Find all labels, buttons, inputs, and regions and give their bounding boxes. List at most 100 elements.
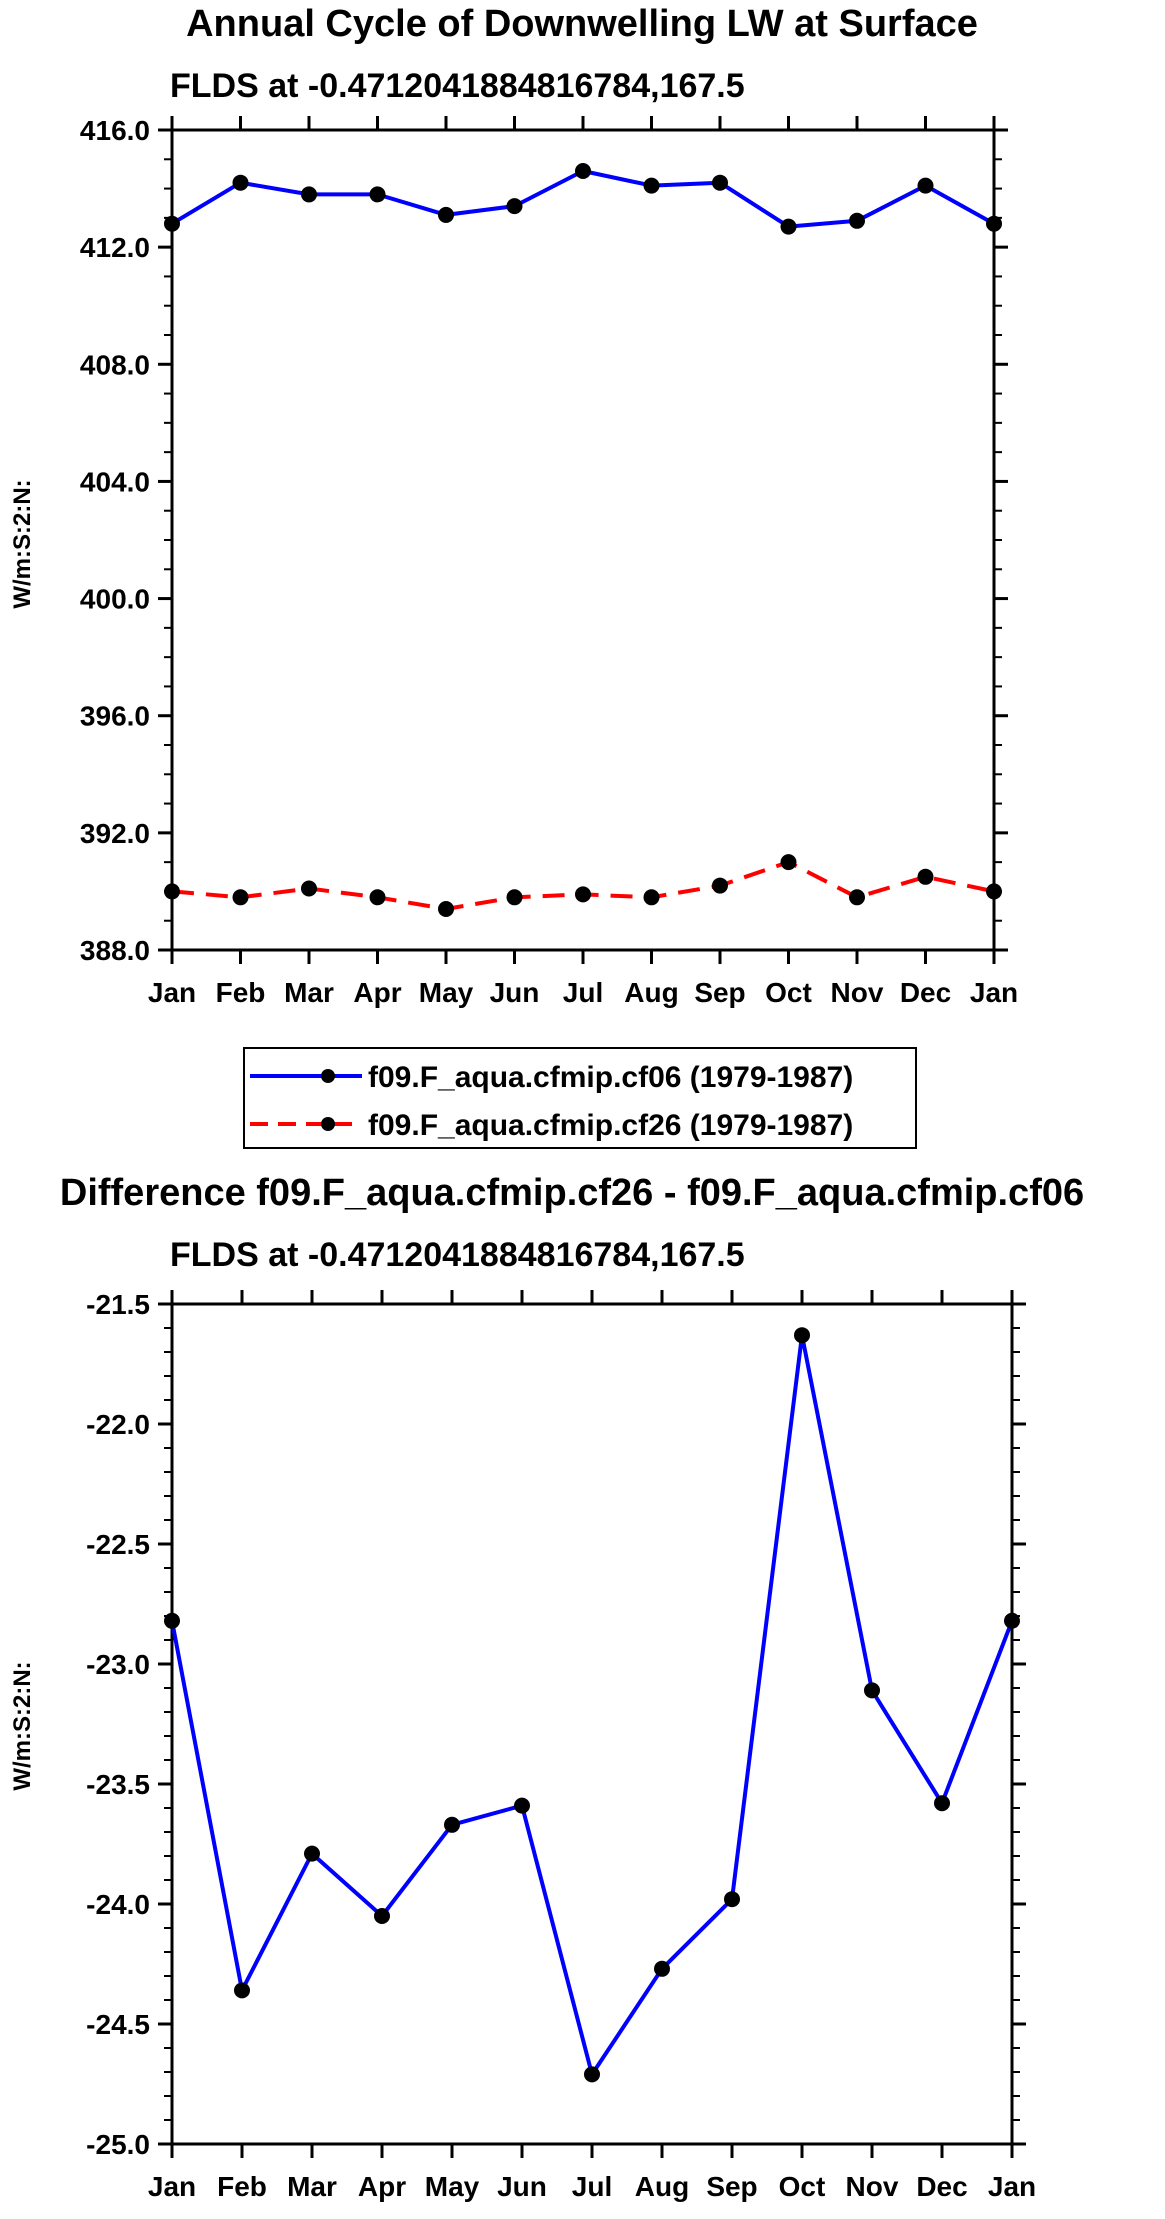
- legend-marker-cf06: [321, 1069, 335, 1083]
- y-tick-label: -24.5: [86, 2009, 150, 2040]
- x-tick-label: Sep: [694, 977, 745, 1008]
- x-tick-label: Feb: [217, 2171, 267, 2202]
- data-point-0: [794, 1327, 810, 1344]
- data-point-1: [506, 889, 523, 906]
- series-line-0: [170, 169, 995, 229]
- chart-annual-cycle: Annual Cycle of Downwelling LW at Surfac…: [9, 3, 1018, 1008]
- legend-box: [243, 1047, 917, 1149]
- data-point-0: [438, 206, 454, 223]
- data-point-0: [506, 198, 523, 215]
- x-tick-label: Jan: [148, 977, 196, 1008]
- chart-difference: Difference f09.F_aqua.cfmip.cf26 - f09.F…: [9, 1172, 1084, 2202]
- y-tick-label: 408.0: [80, 349, 150, 380]
- y-tick-label: 396.0: [80, 701, 150, 732]
- data-point-0: [374, 1908, 390, 1924]
- data-point-1: [164, 883, 180, 900]
- data-point-1: [232, 889, 249, 906]
- data-point-1: [301, 880, 317, 897]
- chart1-x-tick-labels: Jan Feb Mar Apr May Jun Jul Aug Sep Oct Nov Dec Jan: [148, 977, 1018, 1008]
- chart1-title: Annual Cycle of Downwelling LW at Surfac…: [186, 3, 978, 45]
- data-point-0: [234, 1982, 250, 1999]
- data-point-0: [301, 186, 317, 203]
- chart1-y-axis-label: W/m:S:2:N:: [9, 479, 36, 608]
- x-tick-label: Nov: [831, 977, 884, 1008]
- y-tick-label: -25.0: [86, 2129, 150, 2160]
- legend-label-cf06: f09.F_aqua.cfmip.cf06 (1979-1987): [368, 1061, 853, 1094]
- x-tick-label: Feb: [216, 977, 266, 1008]
- y-tick-label: 404.0: [80, 466, 150, 497]
- data-point-0: [304, 1845, 320, 1862]
- data-point-0: [864, 1682, 880, 1699]
- chart1-y-tick-labels: 416.0 412.0 408.0 404.0 400.0 396.0 392.0 388.0: [80, 115, 150, 966]
- chart2-y-tick-labels: -21.5 -22.0 -22.5 -23.0 -23.5 -24.0 -24.5 -25.0: [86, 1289, 150, 2160]
- data-point-0: [934, 1795, 950, 1812]
- data-point-1: [575, 886, 591, 903]
- x-tick-label: Apr: [358, 2171, 406, 2202]
- y-tick-label: -23.5: [86, 1769, 150, 1800]
- x-tick-label: Sep: [706, 2171, 757, 2202]
- data-point-0: [917, 177, 934, 194]
- data-point-0: [643, 177, 660, 194]
- legend-marker-cf26: [321, 1117, 335, 1131]
- x-tick-label: Dec: [900, 977, 951, 1008]
- data-point-0: [575, 163, 591, 179]
- data-point-0: [164, 1612, 180, 1629]
- y-tick-label: -22.0: [86, 1409, 150, 1440]
- x-tick-label: Oct: [765, 977, 812, 1008]
- chart1-subtitle: FLDS at -0.4712041884816784,167.5: [170, 67, 745, 105]
- x-tick-label: Mar: [284, 977, 334, 1008]
- chart2-y-axis-label: W/m:S:2:N:: [9, 1661, 36, 1790]
- data-point-0: [164, 215, 180, 232]
- y-tick-label: -23.0: [86, 1649, 150, 1680]
- legend-label-cf26: f09.F_aqua.cfmip.cf26 (1979-1987): [368, 1109, 853, 1142]
- data-point-0: [712, 174, 728, 191]
- x-tick-label: May: [419, 977, 474, 1008]
- data-point-0: [724, 1891, 740, 1908]
- chart2-subtitle: FLDS at -0.4712041884816784,167.5: [170, 1236, 745, 1274]
- data-point-1: [849, 889, 865, 906]
- data-point-0: [1004, 1612, 1020, 1629]
- data-point-1: [369, 889, 386, 906]
- data-point-1: [712, 877, 728, 894]
- data-point-0: [514, 1797, 530, 1814]
- data-point-1: [986, 883, 1002, 900]
- x-tick-label: Aug: [624, 977, 678, 1008]
- x-tick-label: Apr: [353, 977, 401, 1008]
- data-point-0: [232, 174, 249, 191]
- x-tick-label: Mar: [287, 2171, 337, 2202]
- data-point-1: [438, 901, 454, 917]
- legend: f09.F_aqua.cfmip.cf06 (1979-1987) f09.F_…: [243, 1047, 917, 1149]
- data-point-1: [917, 868, 934, 885]
- data-point-0: [584, 2066, 600, 2083]
- x-tick-label: Jan: [988, 2171, 1036, 2202]
- x-tick-label: Oct: [779, 2171, 826, 2202]
- x-tick-label: Aug: [635, 2171, 689, 2202]
- x-tick-label: Jan: [970, 977, 1018, 1008]
- chart2-title: Difference f09.F_aqua.cfmip.cf26 - f09.F…: [60, 1172, 1084, 1214]
- y-tick-label: -22.5: [86, 1529, 150, 1560]
- chart1-series: [164, 163, 1002, 917]
- data-point-0: [444, 1816, 460, 1833]
- x-tick-label: Nov: [846, 2171, 899, 2202]
- data-point-0: [654, 1960, 670, 1977]
- data-point-1: [643, 889, 660, 906]
- data-point-0: [780, 218, 797, 235]
- y-tick-label: 388.0: [80, 935, 150, 966]
- y-tick-label: 412.0: [80, 232, 150, 263]
- x-tick-label: Jul: [563, 977, 603, 1008]
- chart2-series: [164, 1327, 1020, 2083]
- y-tick-label: 392.0: [80, 818, 150, 849]
- chart2-ticks: [158, 1290, 1026, 2158]
- x-tick-label: Jun: [490, 977, 540, 1008]
- data-point-0: [986, 215, 1002, 232]
- x-tick-label: Jun: [497, 2171, 547, 2202]
- data-point-1: [780, 854, 797, 871]
- x-tick-label: May: [425, 2171, 480, 2202]
- x-tick-label: Dec: [916, 2171, 967, 2202]
- chart2-x-tick-labels: Jan Feb Mar Apr May Jun Jul Aug Sep Oct Nov Dec Jan: [148, 2171, 1036, 2202]
- y-tick-label: -21.5: [86, 1289, 150, 1320]
- x-tick-label: Jan: [148, 2171, 196, 2202]
- data-point-0: [849, 212, 865, 229]
- y-tick-label: 416.0: [80, 115, 150, 146]
